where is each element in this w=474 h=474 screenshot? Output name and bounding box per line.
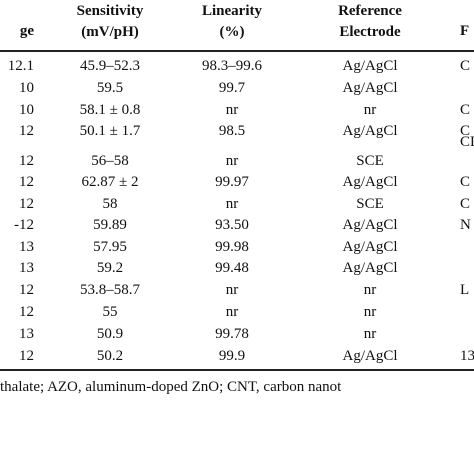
table-cell: 12 [19, 348, 34, 364]
table-cell: SCE [356, 196, 384, 212]
table-cell: 98.3–99.6 [202, 58, 262, 74]
header-cell: Sensitivity [76, 3, 144, 19]
table-cell: C [460, 123, 471, 139]
header-cell: (%) [219, 24, 245, 40]
table-cell: 93.50 [215, 217, 249, 233]
table-cell: Ag/AgCl [342, 123, 398, 139]
table-cell: Ag/AgCl [342, 348, 398, 364]
table-cell: 13 [19, 326, 34, 342]
table-cell: 58 [102, 196, 118, 212]
table-cell: 12.1 [7, 58, 34, 74]
table-cell: nr [363, 102, 377, 118]
table-cell: nr [225, 153, 239, 169]
table-cell: C [460, 196, 471, 212]
table-cell: C [460, 102, 471, 118]
table-cell: 13- [460, 348, 474, 364]
table-cell: -12 [14, 217, 34, 233]
table-cell: Ag/AgCl [342, 260, 398, 276]
table-cell: 12 [19, 196, 34, 212]
header-cell: (mV/pH) [81, 24, 139, 40]
header-cell: Reference [338, 3, 402, 19]
table-cell: 99.48 [215, 260, 249, 276]
table-cell: nr [363, 304, 377, 320]
table-cell: 50.9 [96, 326, 124, 342]
table-cell: 53.8–58.7 [80, 282, 140, 298]
table-cell: nr [225, 304, 239, 320]
table-cell: 99.98 [215, 239, 249, 255]
table-cell: nr [225, 282, 239, 298]
header-cell: Linearity [202, 3, 262, 19]
table-cell: Ag/AgCl [342, 174, 398, 190]
table-cell: N [460, 217, 471, 233]
table-cell: 55 [102, 304, 118, 320]
table-cell: 12 [19, 153, 34, 169]
table-cell: 59.2 [96, 260, 124, 276]
table-cell: Ag/AgCl [342, 217, 398, 233]
table-cell: SCE [356, 153, 384, 169]
table-cell: CD [460, 134, 474, 150]
table-cell: 50.1 ± 1.7 [79, 123, 141, 139]
bottom-rule [0, 369, 474, 371]
table-cell: 99.9 [218, 348, 246, 364]
table-cell: nr [225, 102, 239, 118]
table-cell: 62.87 ± 2 [81, 174, 139, 190]
header-rule [0, 50, 474, 52]
table-cell: 10 [19, 80, 34, 96]
table-cell: 58.1 ± 0.8 [79, 102, 141, 118]
table-cell: C [460, 58, 471, 74]
table-cell: 98.5 [218, 123, 246, 139]
table-cell: 99.97 [215, 174, 249, 190]
table-cell: 45.9–52.3 [80, 58, 140, 74]
table-cell: nr [363, 326, 377, 342]
table-cell: nr [363, 282, 377, 298]
table-cell: Ag/AgCl [342, 239, 398, 255]
table-cell: Ag/AgCl [342, 80, 398, 96]
table-cell: Ag/AgCl [342, 58, 398, 74]
header-cell: F [460, 23, 470, 39]
table-cell: 56–58 [91, 153, 129, 169]
table-cell: 12 [19, 304, 34, 320]
table-cell: 59.89 [93, 217, 127, 233]
table-cell: 99.78 [215, 326, 249, 342]
table-cell: 99.7 [218, 80, 246, 96]
table-cell: 13 [19, 239, 34, 255]
table-cell: C [460, 174, 471, 190]
table-cell: L [460, 282, 470, 298]
table-cell: 10 [19, 102, 34, 118]
table-cell: 12 [19, 282, 34, 298]
table-cell: nr [225, 196, 239, 212]
table-cell: 12 [19, 174, 34, 190]
table-cell: 59.5 [96, 80, 124, 96]
header-cell: ge [19, 23, 34, 39]
table-cell: 50.2 [96, 348, 124, 364]
table-cell: 12 [19, 123, 34, 139]
footnote: thalate; AZO, aluminum-doped ZnO; CNT, c… [0, 379, 342, 395]
table-cell: 57.95 [93, 239, 127, 255]
table-cell: 13 [19, 260, 34, 276]
header-cell: Electrode [339, 24, 401, 40]
